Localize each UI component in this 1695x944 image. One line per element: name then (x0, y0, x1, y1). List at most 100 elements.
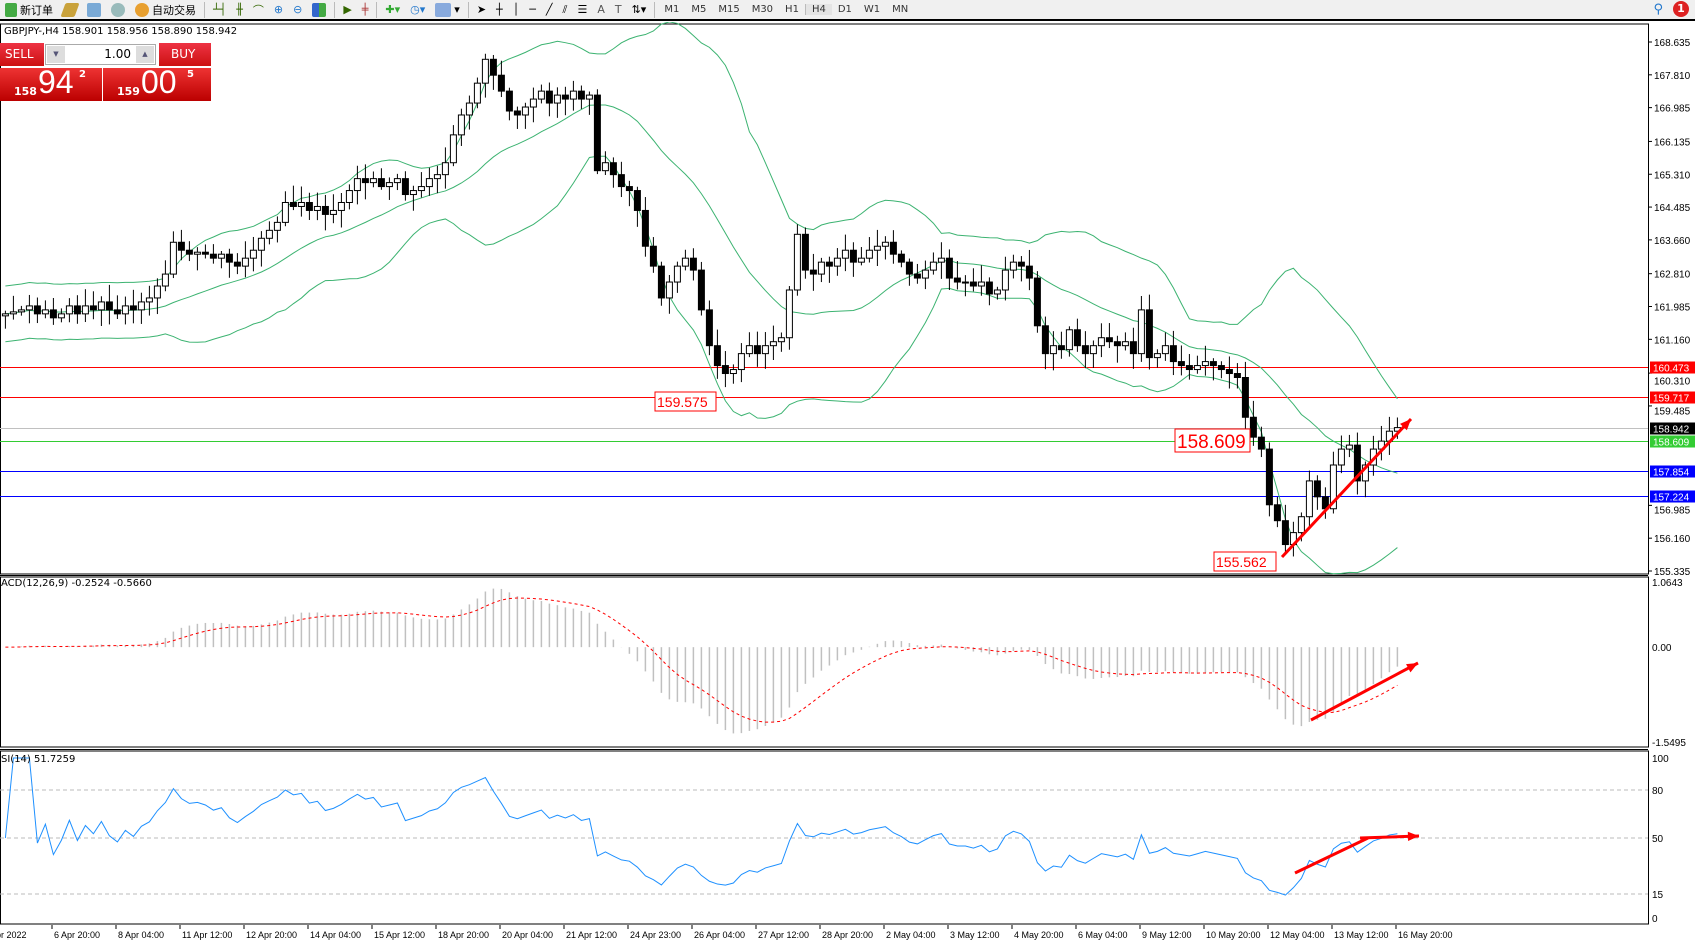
candle (657, 261, 665, 306)
candle-body (1033, 277, 1041, 327)
equidistant-channel-button[interactable]: ⫽ (558, 0, 573, 19)
candle-body (313, 205, 321, 211)
timeframe-m1[interactable]: M1 (664, 4, 680, 15)
indicators-button[interactable]: ✚▾ (380, 0, 405, 19)
rsi-tick-label: 15 (1652, 890, 1664, 901)
candle (505, 87, 513, 121)
line-chart-button[interactable]: ⌒ (248, 0, 269, 19)
timeframe-mn[interactable]: MN (892, 4, 909, 15)
tile-windows-button[interactable] (307, 0, 331, 19)
level-tag-label: 158.942 (1653, 425, 1690, 436)
auto-trading-button[interactable]: 自动交易 (130, 0, 201, 19)
candle-body (257, 237, 265, 251)
periods-button[interactable]: ◷▾ (405, 0, 430, 19)
candle-body (865, 249, 873, 259)
candle (625, 180, 633, 207)
candle-body (1161, 345, 1169, 355)
terminal-icon (87, 2, 101, 17)
candle-body (1001, 269, 1009, 291)
timeframe-h4[interactable]: H4 (804, 4, 832, 15)
zoom-out-button[interactable]: ⊖ (288, 0, 307, 19)
timeframe-m15[interactable]: M15 (718, 4, 740, 15)
autoscroll-button[interactable]: ▶ (338, 0, 356, 19)
timeframe-m5[interactable]: M5 (691, 4, 707, 15)
lot-increase-button[interactable]: ▲ (136, 46, 154, 63)
sell-button[interactable]: SELL (0, 43, 44, 66)
timeframe-w1[interactable]: W1 (863, 4, 881, 15)
chart-window[interactable]: 168.635 167.810 166.985 166.135 165.310 164.4… (0, 22, 1695, 944)
level-tag-label: 157.854 (1653, 468, 1690, 479)
new-order-button[interactable]: 新订单 (0, 0, 58, 19)
candle-body (1345, 444, 1353, 450)
market-watch-button[interactable] (58, 0, 82, 19)
candle (1081, 331, 1089, 369)
candle (97, 296, 105, 326)
candle-body (121, 305, 129, 315)
price-tick-label: 156.985 (1654, 506, 1691, 517)
chart-shift-button[interactable]: ╪ (357, 0, 374, 19)
text-button[interactable]: A (592, 0, 610, 19)
candle-body (201, 251, 209, 255)
time-label: 6 Apr 20:00 (54, 930, 100, 940)
candle (1121, 332, 1129, 351)
candle (337, 193, 345, 228)
bar-chart-icon: ┴┤ (213, 3, 227, 16)
price-tick-label: 168.635 (1654, 38, 1691, 49)
candle-body (321, 205, 329, 215)
candle-body (457, 114, 465, 136)
bar-chart-button[interactable]: ┴┤ (208, 0, 231, 19)
candle-body (345, 190, 353, 203)
macd-label: ACD(12,26,9) -0.2524 -0.5660 (1, 578, 152, 589)
price-annotation-box (1174, 428, 1251, 453)
candle (1241, 361, 1249, 431)
vertical-line-button[interactable]: │ (508, 0, 525, 19)
buy-button[interactable]: BUY (159, 43, 211, 66)
toolbar-divider (204, 1, 205, 18)
candle-body (1137, 309, 1145, 355)
signal-icon (111, 2, 125, 17)
history-button[interactable] (82, 0, 106, 19)
timeframe-m30[interactable]: M30 (751, 4, 774, 15)
buy-price-fraction: 5 (187, 69, 194, 80)
candle (297, 186, 305, 217)
horizontal-line-button[interactable]: ─ (524, 0, 541, 19)
templates-button[interactable]: ▾ (430, 0, 465, 19)
candle-body (777, 337, 785, 343)
timeframe-d1[interactable]: D1 (837, 4, 852, 15)
zoom-in-button[interactable]: ⊕ (269, 0, 288, 19)
candle (753, 331, 761, 367)
crosshair-button[interactable]: ┼ (491, 0, 508, 19)
candle-body (9, 311, 17, 315)
text-label-button[interactable]: T (610, 0, 627, 19)
sell-price[interactable]: 158 94 2 (0, 64, 102, 101)
horizontal-line-icon: ─ (529, 3, 536, 16)
candle (441, 147, 449, 189)
candle (609, 157, 617, 188)
time-label: 12 Apr 20:00 (246, 930, 297, 940)
arrowhead-icon (1407, 831, 1419, 842)
fibonacci-button[interactable]: ☰ (572, 0, 592, 19)
candle-body (265, 229, 273, 239)
notification-badge[interactable]: 1 (1673, 1, 1689, 17)
cursor-button[interactable]: ➤ (472, 0, 491, 19)
candle (473, 77, 481, 109)
lot-decrease-button[interactable]: ▼ (47, 46, 65, 63)
candle (881, 236, 889, 260)
candle-body (513, 110, 521, 116)
time-label: 28 Apr 20:00 (822, 930, 873, 940)
lot-size-field[interactable]: ▼ 1.00 ▲ (45, 44, 156, 65)
candle-body (1233, 373, 1241, 378)
candlestick-button[interactable]: ╫ (231, 0, 248, 19)
trendline-button[interactable]: ╱ (541, 0, 558, 19)
macd-tick-label: -1.5495 (1652, 738, 1686, 749)
price-tick-label: 162.810 (1654, 270, 1691, 281)
candle-body (1241, 376, 1249, 418)
candle-body (337, 201, 345, 211)
timeframe-h1[interactable]: H1 (785, 4, 799, 15)
signals-button[interactable] (106, 0, 130, 19)
candle (1025, 249, 1033, 291)
buy-price[interactable]: 159 00 5 (103, 64, 211, 101)
search-icon[interactable]: ⚲ (1653, 1, 1663, 17)
arrows-button[interactable]: ⇅▾ (627, 0, 652, 19)
candle (393, 173, 401, 191)
